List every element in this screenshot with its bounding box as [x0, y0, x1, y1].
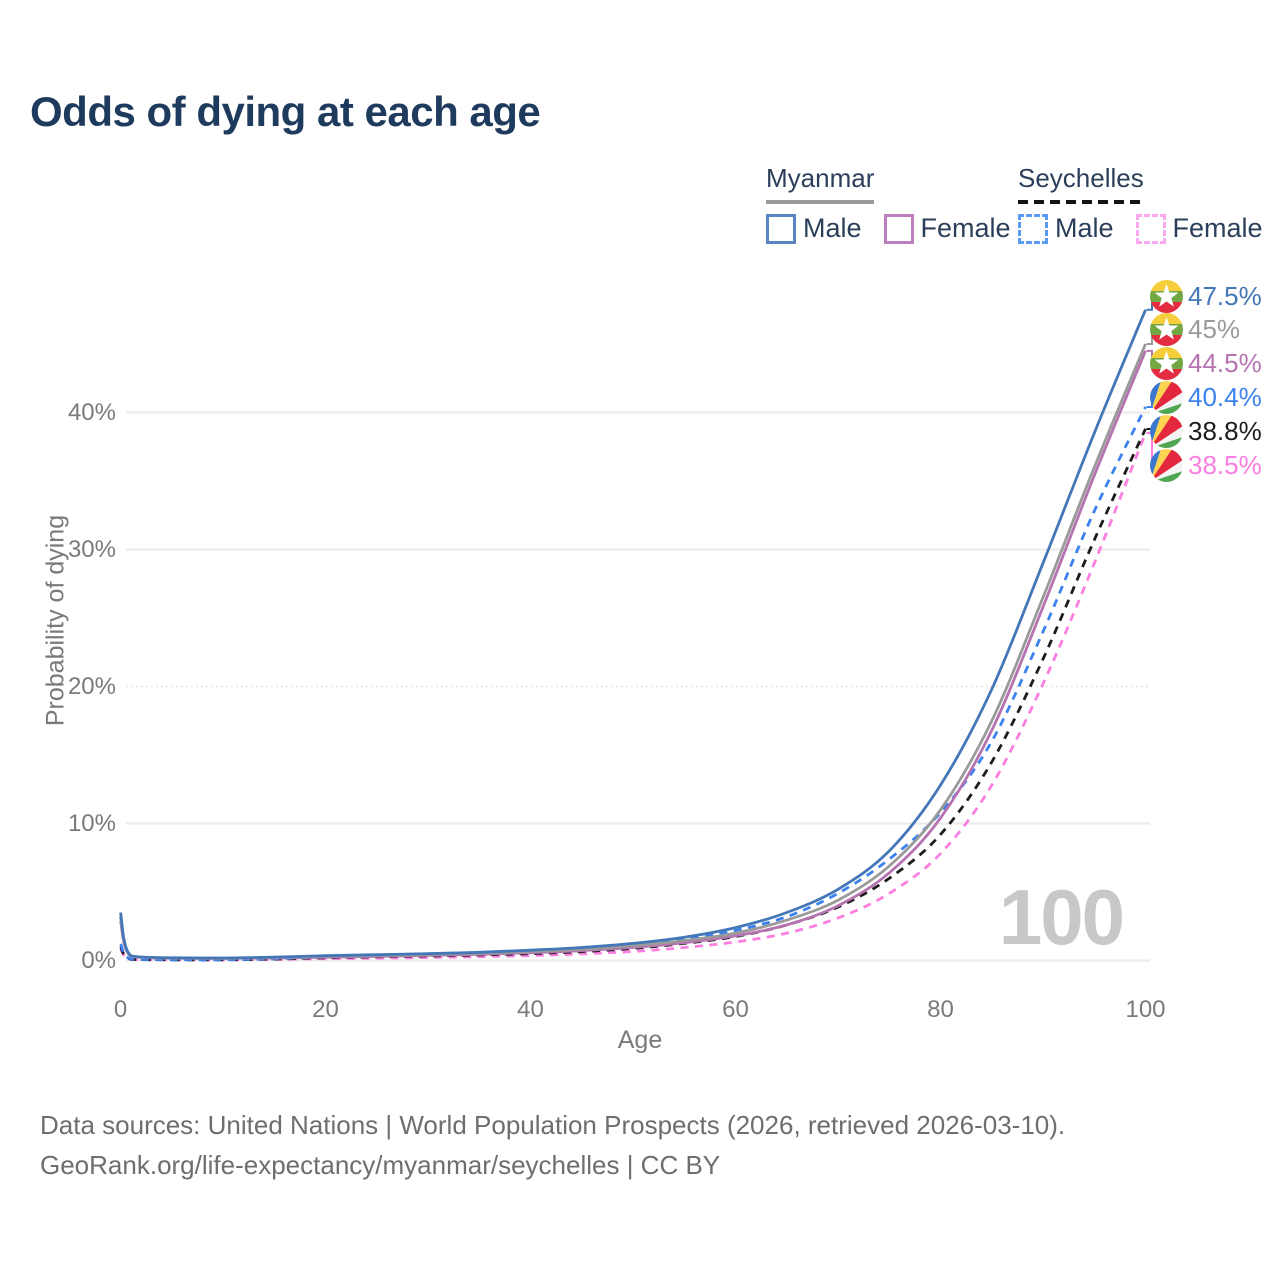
y-tick-label: 10%: [67, 809, 116, 837]
end-label-value: 45%: [1188, 314, 1241, 345]
seychelles-flag-icon: [1150, 414, 1183, 448]
series-end-label: 44.5%: [1150, 347, 1262, 381]
y-tick-label: 20%: [67, 672, 116, 700]
series-line-myanmar-female[interactable]: [119, 350, 1147, 960]
end-label-value: 38.5%: [1188, 449, 1262, 480]
legend-item-label: Female: [1172, 213, 1263, 243]
series-line-myanmar-both-sexes[interactable]: [119, 343, 1147, 960]
series-line-seychelles-male[interactable]: [119, 406, 1147, 962]
y-tick-label: 30%: [67, 535, 116, 563]
legend-toggle-myanmar-female[interactable]: Female: [883, 213, 1011, 244]
series-end-label: 47.5%: [1150, 279, 1262, 313]
legend-checkbox-icon[interactable]: [1135, 213, 1166, 244]
age-counter-watermark: 100: [998, 873, 1125, 961]
legend-group-title[interactable]: Myanmar: [766, 163, 875, 193]
series-end-label: 38.8%: [1150, 414, 1262, 448]
legend-toggle-seychelles-female[interactable]: Female: [1135, 213, 1263, 244]
legend-toggle-myanmar-male[interactable]: Male: [766, 213, 862, 244]
legend-item-label: Male: [1055, 213, 1114, 243]
y-tick-label: 0%: [81, 946, 116, 974]
legend-checkbox-icon[interactable]: [1018, 213, 1048, 244]
legend-toggle-seychelles-male[interactable]: Male: [1018, 213, 1114, 244]
y-axis-title: Probability of dying: [41, 514, 70, 727]
x-tick-label: 60: [722, 996, 749, 1023]
myanmar-flag-icon: [1150, 313, 1183, 347]
end-label-value: 47.5%: [1188, 280, 1262, 311]
x-tick-label: 20: [312, 996, 339, 1023]
legend-item-label: Female: [920, 213, 1011, 243]
legend-checkbox-icon[interactable]: [883, 213, 914, 244]
end-label-value: 38.8%: [1188, 415, 1262, 446]
myanmar-flag-icon: [1150, 279, 1183, 313]
legend-group-title[interactable]: Seychelles: [1018, 163, 1144, 193]
legend-group-myanmar: Myanmar Male Female: [766, 163, 1033, 244]
series-end-label: 38.5%: [1150, 448, 1262, 482]
series-end-label: 45%: [1150, 313, 1240, 347]
legend-item-label: Male: [803, 213, 862, 243]
page-title: Odds of dying at each age: [30, 88, 541, 135]
legend-group-underline: [1018, 200, 1144, 204]
legend-group-underline: [766, 200, 875, 204]
series-end-label: 40.4%: [1150, 380, 1262, 414]
seychelles-flag-icon: [1150, 448, 1183, 482]
legend-group-seychelles: Seychelles Male Female: [1018, 163, 1280, 244]
myanmar-flag-icon: [1150, 347, 1183, 381]
x-tick-label: 100: [1125, 996, 1166, 1023]
x-tick-label: 0: [113, 996, 128, 1023]
footer-data-sources: Data sources: United Nations | World Pop…: [40, 1110, 1066, 1140]
x-tick-label: 40: [517, 996, 544, 1023]
footer-attribution: GeoRank.org/life-expectancy/myanmar/seyc…: [40, 1150, 721, 1180]
y-tick-label: 40%: [67, 398, 116, 426]
legend-checkbox-icon[interactable]: [766, 213, 796, 244]
x-tick-label: 80: [927, 996, 954, 1023]
series-line-myanmar-male[interactable]: [119, 309, 1147, 960]
seychelles-flag-icon: [1150, 380, 1183, 414]
end-label-value: 44.5%: [1188, 348, 1262, 379]
end-label-value: 40.4%: [1188, 381, 1262, 412]
x-axis-title: Age: [617, 1026, 663, 1054]
